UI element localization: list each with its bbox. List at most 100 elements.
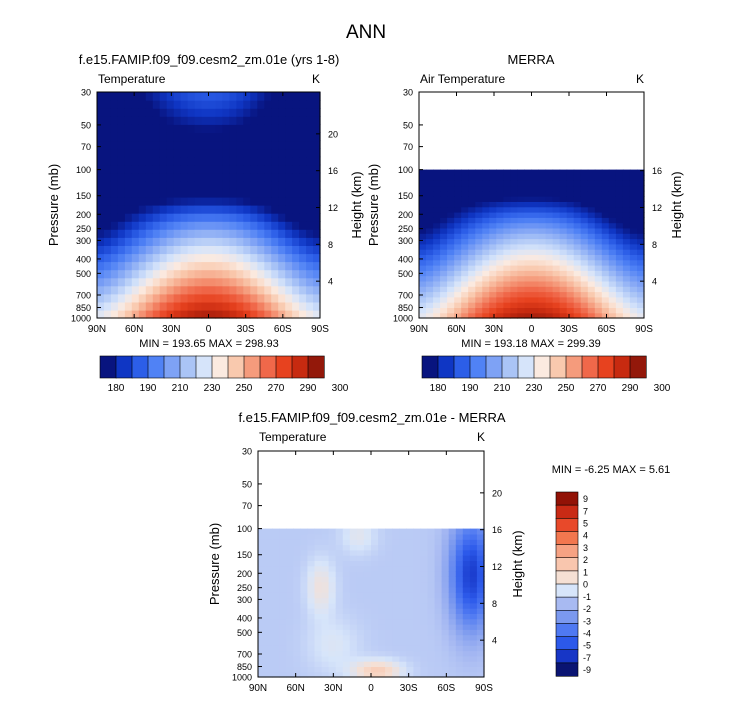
contour-cell — [434, 624, 443, 630]
contour-cell — [510, 296, 518, 303]
contour-cell — [622, 312, 631, 319]
contour-cell — [469, 565, 478, 572]
contour-cell — [426, 280, 434, 287]
contour-cell — [97, 229, 105, 238]
contour-cell — [194, 285, 203, 295]
contour-cell — [342, 544, 351, 551]
contour-cell — [124, 261, 133, 271]
contour-cell — [615, 196, 624, 202]
contour-cell — [378, 544, 386, 551]
contour-cell — [208, 188, 217, 198]
contour-cell — [286, 650, 294, 657]
contour-cell — [194, 188, 203, 198]
contour-cell — [278, 196, 286, 206]
contour-cell — [272, 597, 280, 604]
contour-cell — [124, 309, 133, 319]
contour-cell — [110, 253, 119, 263]
contour-cell — [285, 188, 293, 198]
x-tick-label: 30S — [400, 683, 418, 694]
contour-cell — [250, 269, 258, 279]
contour-cell — [356, 650, 365, 657]
contour-cell — [503, 227, 511, 234]
contour-cell — [455, 528, 464, 535]
contour-cell — [292, 269, 300, 279]
contour-cell — [594, 296, 603, 303]
contour-cell — [461, 249, 469, 255]
contour-cell — [314, 661, 323, 667]
colorbar-swatch — [131, 355, 149, 379]
y-tick-label: 850 — [398, 303, 413, 313]
contour-cell — [419, 222, 427, 229]
colorbar: 180 190 210 230 250 270 290 300 — [99, 355, 349, 394]
contour-cell — [399, 549, 407, 556]
contour-cell — [307, 544, 316, 551]
contour-cell — [545, 233, 554, 240]
contour-cell — [243, 285, 251, 295]
contour-cell — [173, 301, 182, 311]
contour-cell — [594, 254, 603, 261]
contour-cell — [145, 221, 154, 230]
contour-cell — [285, 108, 293, 117]
contour-cell — [566, 185, 575, 192]
contour-cell — [469, 661, 478, 667]
contour-cell — [271, 124, 279, 133]
contour-cell — [608, 190, 617, 197]
contour-cell — [300, 549, 309, 556]
contour-cell — [475, 227, 483, 234]
contour-cell — [447, 190, 455, 197]
contour-cell — [257, 156, 265, 166]
contour-cell — [489, 238, 497, 245]
contour-cell — [454, 227, 462, 234]
contour-cell — [371, 586, 379, 593]
contour-cell — [117, 148, 126, 158]
x-tick-label: 0 — [368, 683, 374, 694]
contour-cell — [510, 190, 518, 197]
contour-cell — [433, 259, 441, 266]
y2-axis-label: Height (km) — [669, 171, 684, 238]
contour-cell — [538, 201, 547, 208]
contour-cell — [363, 629, 372, 636]
contour-cell — [433, 280, 441, 287]
contour-cell — [413, 634, 422, 641]
contour-cell — [426, 190, 434, 197]
contour-cell — [236, 205, 244, 214]
contour-cell — [601, 270, 610, 277]
contour-cell — [419, 249, 427, 255]
contour-cell — [356, 533, 365, 540]
contour-cell — [573, 233, 582, 240]
contour-cell — [278, 245, 286, 255]
contour-cell — [531, 174, 540, 181]
contour-cell — [258, 576, 266, 583]
contour-cell — [454, 254, 462, 261]
contour-cell — [258, 608, 266, 614]
contour-cell — [433, 254, 441, 261]
contour-cell — [615, 206, 624, 213]
contour-cell — [531, 270, 540, 277]
contour-cell — [433, 291, 441, 298]
colorbar-swatch — [307, 355, 325, 379]
contour-cell — [145, 285, 154, 295]
contour-cell — [187, 172, 196, 182]
contour-cell — [482, 222, 490, 229]
contour-cell — [615, 227, 624, 234]
contour-cell — [328, 576, 337, 583]
contour-cell — [524, 190, 533, 197]
contour-cell — [468, 196, 476, 202]
contour-cell — [448, 533, 457, 540]
colorbar-swatch — [517, 355, 535, 379]
contour-cell — [594, 174, 603, 181]
contour-cell — [392, 655, 400, 662]
contour-cell — [455, 629, 464, 636]
contour-cell — [399, 650, 407, 657]
contour-cell — [145, 124, 154, 133]
contour-cell — [117, 309, 126, 319]
contour-cell — [208, 100, 217, 109]
contour-cell — [433, 206, 441, 213]
contour-cell — [406, 549, 414, 556]
contour-cell — [503, 243, 511, 250]
contour-cell — [433, 169, 441, 176]
contour-cell — [187, 285, 196, 295]
colorbar-swatch — [555, 609, 579, 624]
contour-cell — [356, 608, 365, 614]
contour-cell — [399, 613, 407, 620]
